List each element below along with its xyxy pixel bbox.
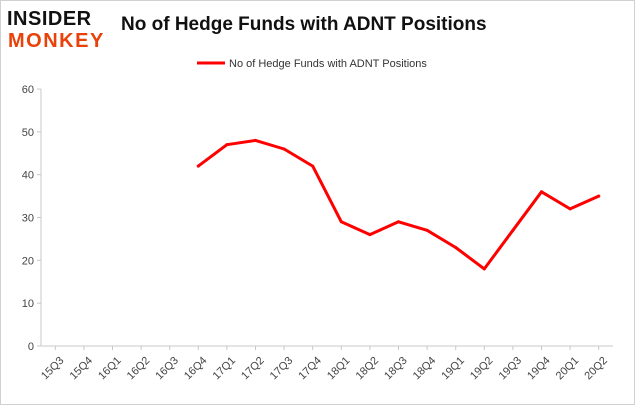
legend: No of Hedge Funds with ADNT Positions — [197, 58, 427, 70]
data-point — [311, 164, 315, 168]
y-tick-label: 20 — [22, 255, 34, 267]
x-tick-label: 17Q3 — [268, 355, 296, 383]
x-tick-label: 18Q4 — [411, 355, 439, 383]
data-point — [425, 228, 429, 232]
data-point — [254, 138, 257, 142]
x-tick-label: 16Q2 — [125, 355, 153, 383]
x-tick-label: 20Q1 — [554, 355, 582, 383]
data-point — [482, 267, 486, 271]
y-tick-label: 40 — [22, 170, 34, 182]
insider-monkey-logo: INSIDER MONKEY — [7, 5, 115, 53]
x-tick-label: 19Q2 — [468, 355, 496, 383]
y-tick-label: 50 — [22, 127, 34, 139]
x-tick-label: 20Q2 — [582, 355, 610, 383]
y-tick-label: 30 — [22, 213, 34, 225]
x-tick-label: 15Q4 — [68, 355, 96, 383]
data-point — [397, 220, 400, 224]
logo-line-2: MONKEY — [8, 30, 105, 52]
data-point — [540, 190, 543, 194]
logo-line-1: INSIDER — [7, 8, 92, 30]
data-point — [339, 220, 343, 224]
data-point — [511, 228, 515, 232]
data-point — [225, 143, 229, 147]
x-tick-label: 15Q3 — [39, 355, 67, 383]
x-axis-ticks: 15Q3 15Q4 16Q1 16Q2 16Q3 16Q4 17Q1 17Q2 17Q3 17Q4… — [39, 346, 610, 382]
x-tick-label: 17Q1 — [211, 355, 239, 383]
x-tick-label: 16Q3 — [153, 355, 181, 383]
x-tick-label: 19Q3 — [497, 355, 525, 383]
data-point — [368, 233, 372, 237]
x-tick-label: 19Q1 — [439, 355, 467, 383]
legend-label: No of Hedge Funds with ADNT Positions — [229, 58, 427, 70]
data-point — [568, 207, 572, 211]
series-line — [196, 138, 601, 271]
x-tick-label: 18Q2 — [354, 355, 382, 383]
chart-title: No of Hedge Funds with ADNT Positions — [121, 14, 487, 35]
x-tick-label: 17Q2 — [239, 355, 267, 383]
data-point — [597, 194, 601, 198]
x-tick-label: 17Q4 — [296, 355, 324, 383]
y-tick-label: 0 — [28, 341, 34, 353]
series-group — [196, 138, 601, 271]
data-point — [454, 245, 458, 249]
x-tick-label: 18Q3 — [382, 355, 410, 383]
x-tick-label: 16Q1 — [96, 355, 124, 383]
data-point — [196, 164, 200, 168]
y-tick-label: 10 — [22, 298, 34, 310]
y-axis-ticks: 0 10 20 30 40 50 60 — [22, 84, 41, 353]
x-tick-label: 19Q4 — [525, 355, 553, 383]
y-tick-label: 60 — [22, 84, 34, 96]
axes — [40, 89, 613, 347]
x-tick-label: 18Q1 — [325, 355, 353, 383]
data-point — [282, 147, 286, 151]
x-tick-label: 16Q4 — [182, 355, 210, 383]
